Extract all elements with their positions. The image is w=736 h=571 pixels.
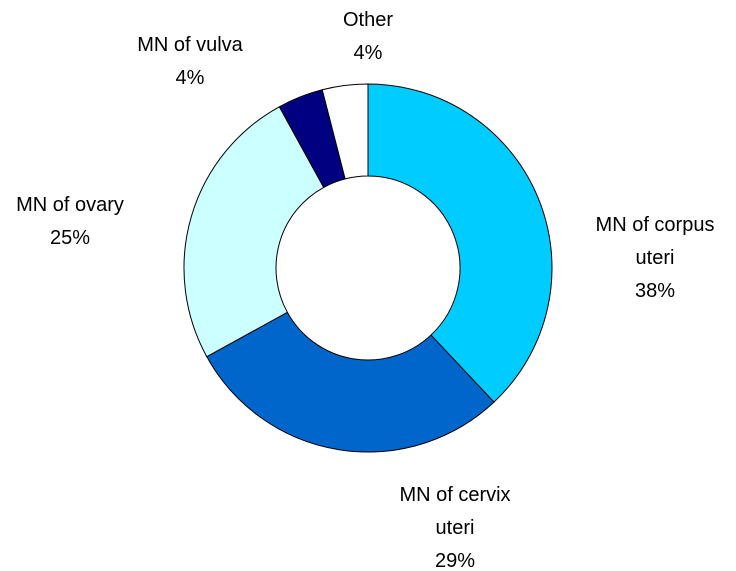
data-label: MN of corpus uteri 38% — [585, 209, 725, 308]
category-label: MN of ovary — [16, 194, 124, 216]
data-label: MN of cervix uteri 29% — [390, 479, 520, 571]
wedge — [183, 106, 325, 358]
category-label: MN of cervix uteri — [399, 484, 511, 539]
data-label: MN of ovary 25% — [0, 189, 170, 255]
value-label: 25% — [49, 227, 91, 249]
data-label: Other 4% — [318, 4, 418, 70]
value-label: 29% — [434, 550, 476, 571]
data-label: MN of vulva 4% — [90, 29, 290, 95]
wedge — [367, 83, 553, 403]
category-label: MN of vulva — [137, 34, 243, 56]
wedge — [321, 83, 369, 180]
value-label: 38% — [634, 280, 676, 302]
category-label: Other — [342, 9, 394, 31]
value-label: 4% — [175, 67, 205, 89]
category-label: MN of corpus uteri — [595, 214, 715, 269]
value-label: 4% — [353, 42, 383, 64]
wedge — [206, 311, 495, 453]
